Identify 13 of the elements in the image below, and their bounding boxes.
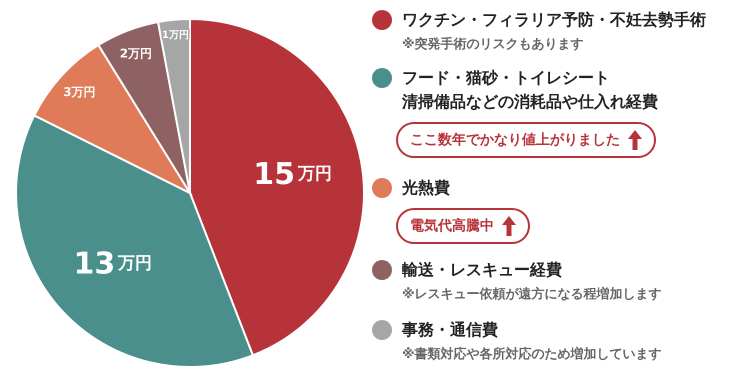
- legend-label: フード・猫砂・トイレシート清掃備品などの消耗品や仕入れ経費: [402, 67, 658, 113]
- legend-label: 光熱費: [402, 177, 450, 199]
- text: ※レスキュー依頼が遠方になる程増加します: [402, 286, 663, 303]
- text: ※書類対応や各所対応のため増加しています: [402, 346, 663, 363]
- text: ※突発手術のリスクもあります: [402, 36, 585, 53]
- legend-label: 事務・通信費: [402, 319, 498, 341]
- legend-label: 輸送・レスキュー経費: [402, 259, 562, 281]
- text: ここ数年でかなり値上がりました: [410, 131, 620, 149]
- data-label: 1万円: [162, 30, 189, 41]
- text: 電気代高騰中: [410, 217, 494, 235]
- legend-label: ワクチン・フィラリア予防・不妊去勢手術: [402, 9, 706, 31]
- data-label: 3万円: [63, 85, 96, 100]
- data-label: 2万円: [120, 46, 152, 60]
